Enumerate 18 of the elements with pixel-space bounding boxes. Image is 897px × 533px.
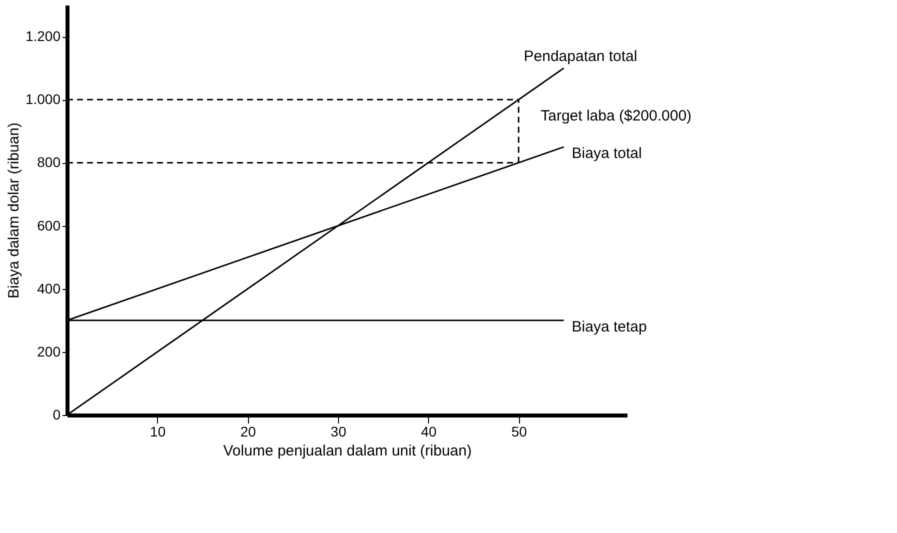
x-tick-label: 30: [330, 424, 346, 440]
y-tick-label: 800: [37, 154, 61, 170]
y-tick-label: 1.200: [25, 28, 61, 44]
x-tick-label: 10: [150, 424, 166, 440]
x-tick-label: 20: [240, 424, 256, 440]
y-tick-label: 600: [37, 217, 61, 234]
y-tick-label: 400: [37, 280, 61, 296]
series-label: Pendapatan total: [524, 48, 638, 66]
x-tick-label: 40: [421, 424, 437, 440]
y-tick-label: 1.000: [25, 91, 61, 108]
series-label: Biaya tetap: [572, 318, 647, 336]
x-axis-title: Volume penjualan dalam unit (ribuan): [223, 442, 472, 460]
series-label: Biaya total: [572, 144, 642, 162]
y-axis-title: Biaya dalam dolar (ribuan): [5, 122, 22, 298]
annotation: Target laba ($200.000): [540, 107, 692, 124]
y-tick-label: 200: [37, 343, 61, 360]
y-tick-label: 0: [52, 406, 61, 422]
x-tick-label: 50: [511, 424, 528, 440]
